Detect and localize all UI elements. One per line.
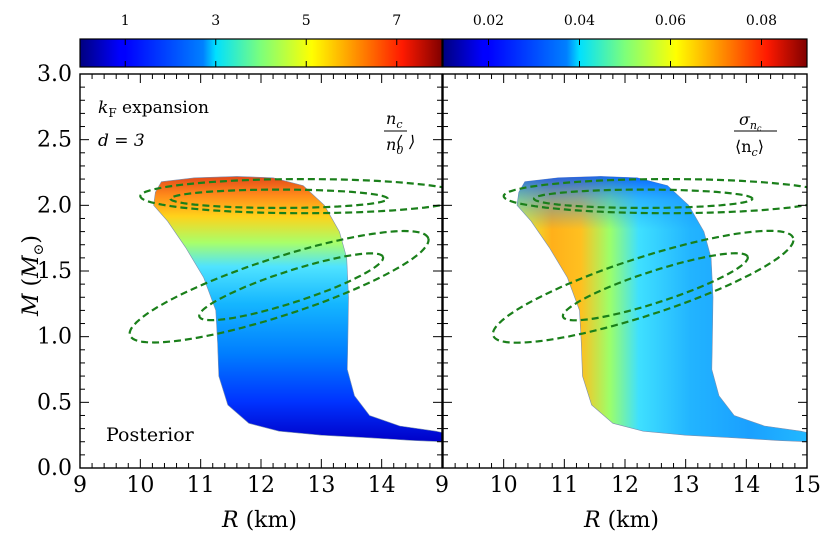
right-panel-plot: [491, 176, 807, 443]
annotation-posterior: Posterior: [106, 424, 195, 446]
colorbar-left-tick-label: 3: [211, 13, 220, 29]
svg-text:nc: nc: [386, 109, 402, 131]
colorbar-left: [79, 38, 443, 68]
annotation-left-quantity: ⟨ nc n0 ⟩: [384, 109, 415, 157]
x-tick-label-right: 12: [611, 473, 639, 498]
x-tick-label-left: 12: [247, 473, 275, 498]
y-tick-label: 0.5: [37, 390, 72, 415]
y-tick-label: 2.0: [37, 193, 72, 218]
x-tick-label-left: 13: [307, 473, 335, 498]
y-tick-label: 2.5: [37, 128, 72, 153]
x-axis-label-left: R (km): [221, 508, 297, 533]
x-tick-label-right: 11: [550, 473, 578, 498]
contour-ellipse-upper-inner: [532, 188, 754, 210]
svg-text:⟨: ⟨: [396, 132, 403, 151]
y-axis-label: M (M⊙): [19, 235, 47, 317]
y-tick-label: 1.5: [37, 259, 72, 284]
colorbar-left-tick-label: 5: [302, 13, 311, 29]
svg-text:n0: n0: [386, 135, 403, 157]
colorbar-left-tick-label: 1: [121, 13, 130, 29]
x-tick-label-right: 10: [490, 473, 518, 498]
y-tick-label: 1.0: [37, 325, 72, 350]
contour-ellipse-upper-outer: [502, 178, 807, 215]
colorbar-right-tick-label: 0.02: [473, 13, 504, 29]
svg-text:σnc: σnc: [739, 110, 762, 133]
annotation-kf-expansion: kF expansion: [98, 98, 209, 120]
x-tick-label-left: 11: [187, 473, 215, 498]
svg-text:⟨nc⟩: ⟨nc⟩: [735, 137, 764, 159]
x-tick-label-right: 15: [793, 473, 821, 498]
colorbar-right: [442, 38, 808, 68]
svg-text:⟩: ⟩: [408, 132, 415, 151]
contour-ellipse-lower-inner: [198, 252, 385, 322]
x-tick-label-left: 14: [368, 473, 396, 498]
posterior-region-right-topshade: [517, 176, 807, 442]
x-tick-label-left: 10: [126, 473, 154, 498]
contour-ellipse-lower-outer: [491, 229, 795, 344]
x-axis-label-right: R (km): [583, 508, 659, 533]
colorbar-right-tick-label: 0.06: [655, 13, 686, 29]
x-tick-label-left: 9: [73, 473, 87, 498]
annotation-right-quantity: σnc ⟨nc⟩: [734, 110, 777, 159]
x-tick-label-right: 13: [672, 473, 700, 498]
contour-ellipse-lower-inner: [561, 252, 749, 322]
contour-ellipse-upper-outer: [139, 178, 442, 215]
colorbar-right-tick-label: 0.04: [564, 13, 595, 29]
left-panel-plot: [128, 176, 442, 443]
y-tick-label: 0.0: [37, 456, 72, 481]
posterior-region-left: [153, 176, 442, 443]
x-tick-label-right: 14: [732, 473, 760, 498]
contour-ellipse-upper-inner: [169, 188, 389, 210]
colorbar-right-tick-label: 0.08: [746, 13, 777, 29]
x-tick-label-left: 9: [435, 473, 449, 498]
colorbar-left-tick-label: 7: [392, 13, 401, 29]
annotation-d: d = 3: [98, 131, 145, 151]
y-tick-label: 3.0: [37, 62, 72, 87]
